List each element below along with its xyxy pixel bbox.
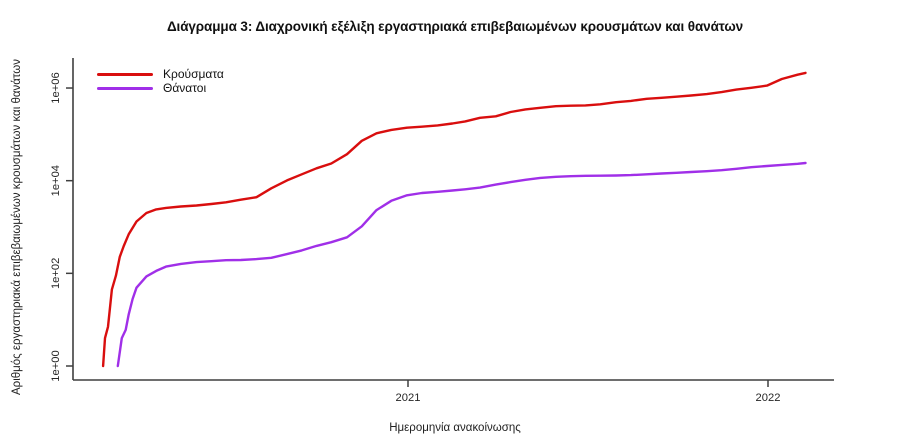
legend-label-deaths: Θάνατοι (163, 81, 207, 95)
x-tick-label: 2021 (396, 392, 421, 404)
x-axis-title: Ημερομηνία ανακοίνωσης (389, 422, 521, 434)
legend: Κρούσματα Θάνατοι (97, 67, 224, 95)
y-tick-label: 1e+02 (50, 258, 62, 289)
deaths-series-line (116, 161, 807, 368)
x-tick-label: 2022 (756, 392, 781, 404)
deaths-line-swatch (97, 86, 153, 90)
legend-item-cases: Κρούσματα (97, 67, 224, 81)
legend-label-cases: Κρούσματα (163, 67, 224, 81)
legend-item-deaths: Θάνατοι (97, 81, 224, 95)
y-tick-label: 1e+00 (50, 350, 62, 381)
cases-series-line (101, 71, 807, 368)
cases-line-swatch (97, 72, 153, 76)
chart-title: Διάγραμμα 3: Διαχρονική εξέλιξη εργαστηρ… (166, 19, 744, 34)
y-tick-label: 1e+04 (50, 165, 62, 196)
y-tick-label: 1e+06 (50, 72, 62, 103)
